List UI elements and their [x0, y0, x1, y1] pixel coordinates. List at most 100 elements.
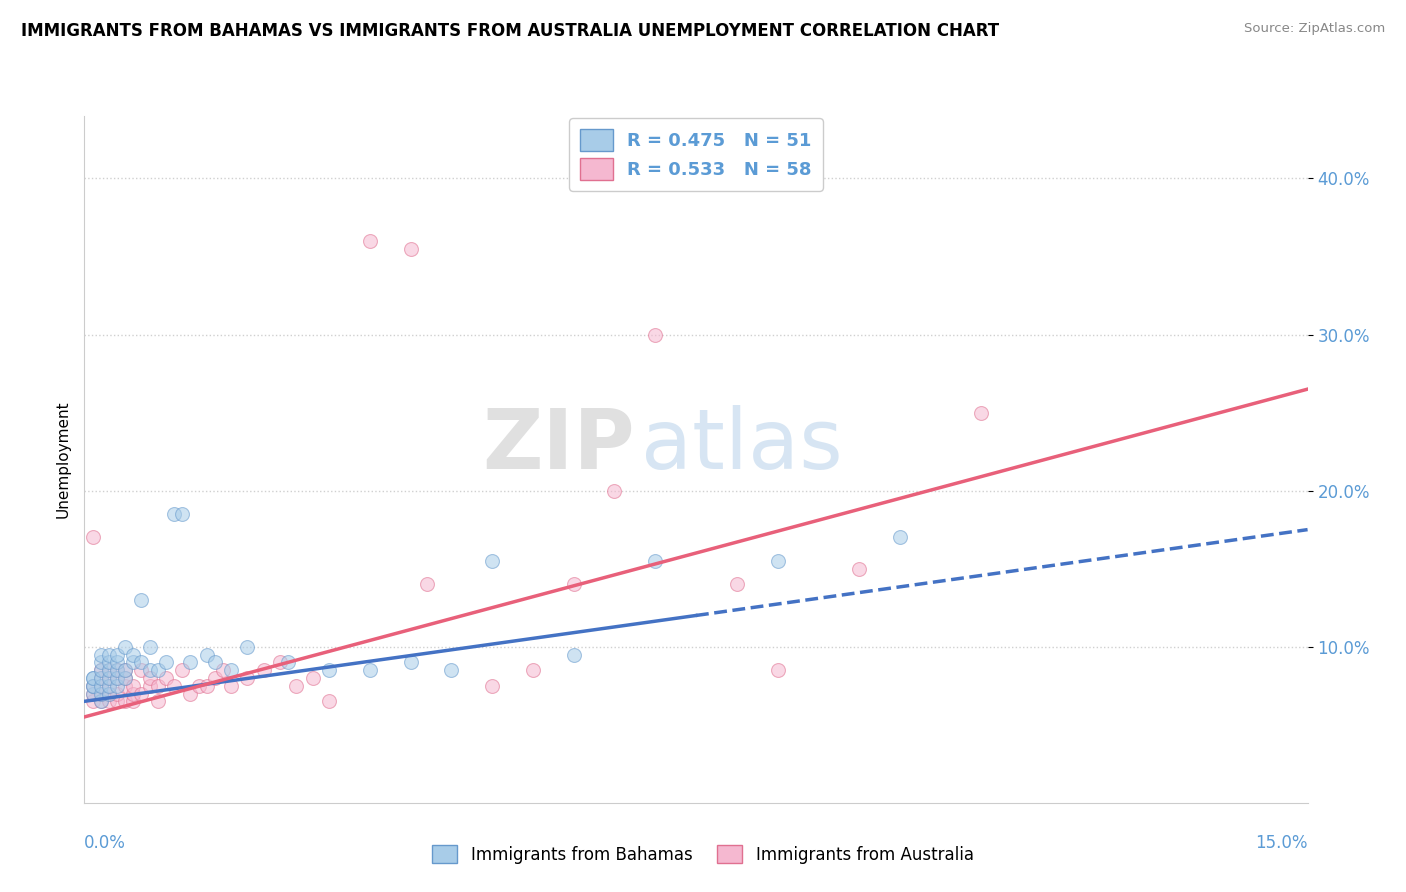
Point — [105, 663, 128, 677]
Point — [97, 663, 120, 677]
Point — [195, 679, 218, 693]
Point — [219, 663, 242, 677]
Point — [187, 679, 209, 693]
Point — [82, 679, 104, 693]
Point — [301, 671, 323, 685]
Point — [105, 671, 128, 685]
Point — [97, 694, 120, 708]
Point — [97, 655, 120, 669]
Point — [562, 648, 585, 662]
Point — [399, 655, 422, 669]
Point — [97, 687, 120, 701]
Text: Source: ZipAtlas.com: Source: ZipAtlas.com — [1244, 22, 1385, 36]
Point — [90, 671, 112, 685]
Point — [725, 577, 748, 591]
Point — [105, 687, 128, 701]
Point — [97, 663, 120, 677]
Point — [644, 327, 666, 342]
Point — [90, 694, 112, 708]
Point — [481, 679, 503, 693]
Point — [114, 640, 136, 654]
Point — [105, 648, 128, 662]
Point — [122, 679, 145, 693]
Point — [848, 562, 870, 576]
Legend: Immigrants from Bahamas, Immigrants from Australia: Immigrants from Bahamas, Immigrants from… — [426, 838, 980, 871]
Point — [138, 671, 160, 685]
Point — [138, 663, 160, 677]
Point — [122, 687, 145, 701]
Point — [90, 679, 112, 693]
Point — [481, 554, 503, 568]
Point — [970, 405, 993, 420]
Point — [105, 679, 128, 693]
Point — [90, 679, 112, 693]
Point — [359, 234, 381, 248]
Point — [131, 655, 153, 669]
Point — [179, 655, 201, 669]
Point — [90, 648, 112, 662]
Point — [204, 671, 226, 685]
Point — [82, 530, 104, 544]
Y-axis label: Unemployment: Unemployment — [55, 401, 70, 518]
Text: atlas: atlas — [641, 405, 842, 486]
Point — [219, 679, 242, 693]
Point — [97, 671, 120, 685]
Legend: R = 0.475   N = 51, R = 0.533   N = 58: R = 0.475 N = 51, R = 0.533 N = 58 — [569, 118, 823, 191]
Point — [155, 671, 177, 685]
Point — [131, 592, 153, 607]
Point — [90, 671, 112, 685]
Point — [105, 671, 128, 685]
Point — [253, 663, 276, 677]
Text: 15.0%: 15.0% — [1256, 834, 1308, 852]
Point — [172, 507, 194, 521]
Point — [285, 679, 308, 693]
Point — [236, 671, 259, 685]
Text: IMMIGRANTS FROM BAHAMAS VS IMMIGRANTS FROM AUSTRALIA UNEMPLOYMENT CORRELATION CH: IMMIGRANTS FROM BAHAMAS VS IMMIGRANTS FR… — [21, 22, 1000, 40]
Point — [766, 554, 789, 568]
Point — [90, 687, 112, 701]
Point — [122, 655, 145, 669]
Point — [138, 640, 160, 654]
Point — [766, 663, 789, 677]
Point — [82, 687, 104, 701]
Point — [318, 694, 340, 708]
Point — [644, 554, 666, 568]
Point — [114, 671, 136, 685]
Point — [163, 507, 186, 521]
Point — [204, 655, 226, 669]
Point — [114, 679, 136, 693]
Point — [138, 679, 160, 693]
Point — [97, 687, 120, 701]
Point — [82, 679, 104, 693]
Point — [90, 687, 112, 701]
Text: ZIP: ZIP — [482, 405, 636, 486]
Point — [82, 687, 104, 701]
Point — [82, 679, 104, 693]
Point — [562, 577, 585, 591]
Point — [105, 694, 128, 708]
Point — [195, 648, 218, 662]
Point — [416, 577, 439, 591]
Point — [114, 663, 136, 677]
Point — [146, 694, 169, 708]
Point — [90, 663, 112, 677]
Point — [82, 671, 104, 685]
Point — [236, 640, 259, 654]
Point — [122, 694, 145, 708]
Point — [90, 663, 112, 677]
Point — [105, 655, 128, 669]
Point — [399, 242, 422, 256]
Point — [105, 663, 128, 677]
Point — [90, 694, 112, 708]
Point — [131, 687, 153, 701]
Point — [131, 663, 153, 677]
Point — [155, 655, 177, 669]
Point — [318, 663, 340, 677]
Point — [114, 694, 136, 708]
Point — [97, 679, 120, 693]
Point — [97, 679, 120, 693]
Point — [359, 663, 381, 677]
Point — [163, 679, 186, 693]
Point — [122, 648, 145, 662]
Point — [889, 530, 911, 544]
